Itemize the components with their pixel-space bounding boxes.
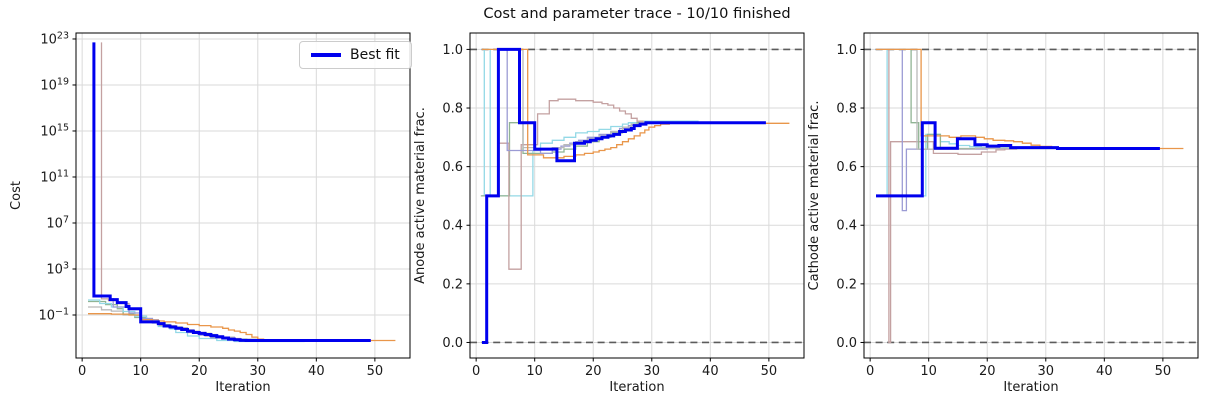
cost-grid xyxy=(76,33,410,358)
cathode-ytick-label: 0.6 xyxy=(836,160,857,175)
cathode-ytick-label: 0.8 xyxy=(836,102,857,117)
cathode-ytick-label: 1.0 xyxy=(836,43,857,58)
legend-label: Best fit xyxy=(350,47,400,63)
anode-trace-run-rosybrown xyxy=(497,49,658,270)
anode-xaxis-label: Iteration xyxy=(609,380,664,395)
cost-trace-best-fit xyxy=(92,42,371,342)
anode-trace-run-green xyxy=(480,122,711,197)
anode-trace-run-gray xyxy=(522,49,722,150)
cost-subplot: 0 10 20 30 40 50 1023 1019 1015 1011 107 103 10−1 Ite… xyxy=(9,30,411,395)
cost-xtick-label: 30 xyxy=(250,364,267,379)
cathode-ytick-label: 0.2 xyxy=(836,277,857,292)
cost-xaxis-label: Iteration xyxy=(215,380,270,395)
cathode-axes-frame xyxy=(863,32,1199,359)
anode-ytick-label: 0.4 xyxy=(442,219,463,234)
cost-axes-frame xyxy=(75,32,411,359)
cost-ticks: 0 10 20 30 40 50 1023 1019 1015 1011 107 103 10−1 xyxy=(38,30,383,379)
cost-ytick-label: 1011 xyxy=(40,168,69,185)
anode-xtick-label: 20 xyxy=(585,364,602,379)
cost-ytick-label: 1019 xyxy=(40,76,69,93)
cathode-xtick-label: 10 xyxy=(920,364,937,379)
anode-xtick-label: 50 xyxy=(761,364,778,379)
anode-trace-run-cyan xyxy=(482,48,699,197)
anode-axes-frame xyxy=(469,32,805,359)
cathode-trace-run-purple xyxy=(876,48,1134,212)
cathode-xtick-label: 30 xyxy=(1038,364,1055,379)
anode-subplot: 0 10 20 30 40 50 0.0 0.2 0.4 0.6 0.8 1.0 Iteration An… xyxy=(413,32,805,395)
cost-xtick-label: 10 xyxy=(132,364,149,379)
cathode-trace-run-cyan xyxy=(876,48,1093,197)
cost-xtick-label: 20 xyxy=(191,364,208,379)
anode-ytick-label: 1.0 xyxy=(442,43,463,58)
anode-yaxis-label: Anode active material frac. xyxy=(413,107,428,284)
figure-title: Cost and parameter trace - 10/10 finishe… xyxy=(483,5,791,22)
best-fit-line-swatch xyxy=(311,53,341,57)
cathode-grid xyxy=(864,33,1198,358)
anode-ytick-label: 0.6 xyxy=(442,160,463,175)
cost-trace-run-rosybrown xyxy=(100,42,328,342)
cost-xtick-label: 0 xyxy=(78,364,86,379)
cathode-trace-run-gray xyxy=(876,48,1116,150)
anode-ytick-label: 0.0 xyxy=(442,336,463,351)
cathode-xaxis-label: Iteration xyxy=(1003,380,1058,395)
anode-trace-best-fit xyxy=(482,47,766,344)
cathode-xtick-label: 0 xyxy=(866,364,874,379)
cathode-trace-best-fit xyxy=(876,121,1160,198)
cathode-xtick-label: 50 xyxy=(1155,364,1172,379)
anode-trace-run-purple xyxy=(506,49,740,155)
cathode-ticks: 0 10 20 30 40 50 0.0 0.2 0.4 0.6 0.8 1.0 xyxy=(836,43,1171,379)
cost-trace-run-cyan xyxy=(88,299,305,343)
anode-xtick-label: 40 xyxy=(702,364,719,379)
cathode-yaxis-label: Cathode active material frac. xyxy=(807,101,822,291)
legend: Best fit xyxy=(299,41,412,69)
cost-ytick-label: 1015 xyxy=(40,122,69,139)
anode-xtick-label: 10 xyxy=(526,364,543,379)
cathode-subplot: 0 10 20 30 40 50 0.0 0.2 0.4 0.6 0.8 1.0 Iteration Ca… xyxy=(807,32,1199,395)
cost-trace-run-orange xyxy=(88,313,396,342)
cost-yaxis-label: Cost xyxy=(9,181,24,210)
cost-ytick-label: 107 xyxy=(46,214,69,231)
cathode-ytick-label: 0.0 xyxy=(836,336,857,351)
anode-ticks: 0 10 20 30 40 50 0.0 0.2 0.4 0.6 0.8 1.0 xyxy=(442,43,777,379)
anode-xtick-label: 0 xyxy=(472,364,480,379)
anode-trace-run-orange xyxy=(482,48,790,159)
anode-ytick-label: 0.2 xyxy=(442,277,463,292)
cathode-xtick-label: 40 xyxy=(1096,364,1113,379)
anode-xtick-label: 30 xyxy=(644,364,661,379)
cost-ytick-label: 103 xyxy=(46,260,69,277)
cathode-trace-run-green xyxy=(876,48,1105,150)
cost-ytick-label: 1023 xyxy=(40,30,69,47)
cathode-xtick-label: 20 xyxy=(979,364,996,379)
cost-xtick-label: 50 xyxy=(367,364,384,379)
cathode-ytick-label: 0.4 xyxy=(836,219,857,234)
anode-ytick-label: 0.8 xyxy=(442,102,463,117)
cost-xtick-label: 40 xyxy=(308,364,325,379)
cost-ytick-label: 10−1 xyxy=(38,306,69,323)
